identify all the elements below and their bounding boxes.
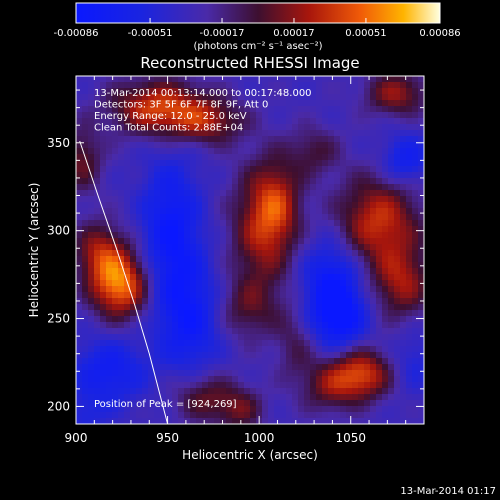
colorbar-tick-label: 0.00051 <box>345 28 386 39</box>
annotation-line: 13-Mar-2014 00:13:14.000 to 00:17:48.000 <box>94 88 312 99</box>
footer-timestamp: 13-Mar-2014 01:17 <box>400 486 496 497</box>
y-tick-label: 250 <box>47 312 70 326</box>
annotation-line: Clean Total Counts: 2.88E+04 <box>94 123 243 134</box>
colorbar-ticks <box>75 18 441 23</box>
colorbar-tick-label: -0.00051 <box>128 28 173 39</box>
x-ticks <box>75 76 407 424</box>
y-tick-label: 300 <box>47 224 70 238</box>
colorbar-units: (photons cm⁻² s⁻¹ asec⁻²) <box>193 41 322 52</box>
colorbar: -0.00086 -0.00051 -0.00017 0.00017 0.00051 0.… <box>54 2 461 52</box>
x-tick-label: 950 <box>156 431 179 445</box>
plot-frame <box>75 75 425 425</box>
chart-title: Reconstructed RHESSI Image <box>140 54 359 72</box>
x-tick-label: 1000 <box>244 431 275 445</box>
colorbar-tick-label: -0.00086 <box>54 28 99 39</box>
plot-area: 900 950 1000 1050 200 250 300 350 13-Mar-2014 … <box>47 75 425 445</box>
peak-position-label: Position of Peak = [924,269] <box>94 399 237 410</box>
colorbar-gradient <box>75 2 441 24</box>
heatmap-image <box>76 76 424 424</box>
y-tick-labels: 200 250 300 350 <box>47 136 70 414</box>
y-ticks <box>76 89 424 407</box>
colorbar-tick-label: -0.00017 <box>200 28 245 39</box>
x-axis-label: Heliocentric X (arcsec) <box>182 448 318 462</box>
y-axis-label: Heliocentric Y (arcsec) <box>27 183 41 318</box>
y-tick-label: 200 <box>47 399 70 413</box>
colorbar-tick-label: 0.00017 <box>273 28 314 39</box>
annotation-block: 13-Mar-2014 00:13:14.000 to 00:17:48.000… <box>94 88 312 134</box>
x-tick-label: 900 <box>65 431 88 445</box>
y-tick-label: 350 <box>47 136 70 150</box>
limb-curve <box>79 140 169 424</box>
annotation-line: Detectors: 3F 5F 6F 7F 8F 9F, Att 0 <box>94 100 268 111</box>
colorbar-tick-label: 0.00086 <box>419 28 460 39</box>
annotation-line: Energy Range: 12.0 - 25.0 keV <box>94 111 247 122</box>
x-tick-label: 1050 <box>335 431 366 445</box>
colorbar-tick-labels: -0.00086 -0.00051 -0.00017 0.00017 0.00051 0.… <box>54 28 461 39</box>
x-tick-labels: 900 950 1000 1050 <box>65 431 366 445</box>
